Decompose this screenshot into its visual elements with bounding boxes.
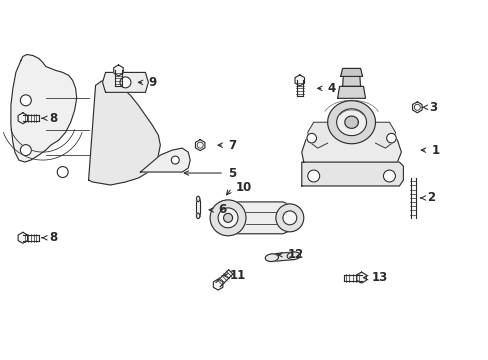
Polygon shape <box>412 102 421 113</box>
Circle shape <box>57 167 68 177</box>
Text: 4: 4 <box>327 82 335 95</box>
Circle shape <box>306 134 316 143</box>
Polygon shape <box>115 71 121 86</box>
Text: 9: 9 <box>148 76 156 89</box>
Ellipse shape <box>286 252 300 260</box>
Text: 8: 8 <box>49 112 57 125</box>
Polygon shape <box>216 270 232 287</box>
Polygon shape <box>196 199 200 216</box>
Polygon shape <box>301 162 403 186</box>
Circle shape <box>386 134 395 143</box>
Polygon shape <box>410 178 415 218</box>
Text: 1: 1 <box>430 144 439 157</box>
Polygon shape <box>114 65 123 76</box>
Circle shape <box>383 170 395 182</box>
Polygon shape <box>336 109 366 136</box>
Text: 6: 6 <box>218 203 226 216</box>
Text: 10: 10 <box>236 181 252 194</box>
Polygon shape <box>195 140 204 150</box>
Polygon shape <box>140 148 190 172</box>
Text: 12: 12 <box>287 248 304 261</box>
Polygon shape <box>375 122 395 148</box>
Text: 2: 2 <box>427 192 434 204</box>
Polygon shape <box>23 115 39 121</box>
Polygon shape <box>356 272 366 283</box>
Text: 3: 3 <box>428 101 436 114</box>
Polygon shape <box>296 80 302 96</box>
Ellipse shape <box>196 196 200 202</box>
Text: 8: 8 <box>49 231 57 244</box>
Text: 7: 7 <box>227 139 236 152</box>
Polygon shape <box>343 275 361 281</box>
Circle shape <box>171 156 179 164</box>
Ellipse shape <box>265 254 278 261</box>
Polygon shape <box>337 86 365 98</box>
Polygon shape <box>327 101 375 144</box>
Polygon shape <box>18 232 27 243</box>
Circle shape <box>275 204 303 232</box>
Polygon shape <box>271 252 293 261</box>
Text: 13: 13 <box>371 271 387 284</box>
Circle shape <box>120 77 131 88</box>
Circle shape <box>307 170 319 182</box>
Polygon shape <box>294 75 304 86</box>
Polygon shape <box>88 78 160 185</box>
Circle shape <box>20 145 31 156</box>
Polygon shape <box>307 122 327 148</box>
Text: 5: 5 <box>227 167 236 180</box>
Circle shape <box>210 200 245 236</box>
Circle shape <box>20 95 31 106</box>
Ellipse shape <box>196 213 200 219</box>
Polygon shape <box>301 122 401 162</box>
Circle shape <box>218 208 238 228</box>
Polygon shape <box>223 202 299 234</box>
Polygon shape <box>344 116 358 128</box>
Polygon shape <box>18 113 27 124</box>
Polygon shape <box>23 235 39 241</box>
Text: 11: 11 <box>229 269 246 282</box>
Circle shape <box>282 211 296 225</box>
Circle shape <box>223 213 232 222</box>
Polygon shape <box>342 72 360 86</box>
Polygon shape <box>213 279 223 290</box>
Polygon shape <box>340 68 362 76</box>
Polygon shape <box>11 54 77 162</box>
Polygon shape <box>102 72 148 92</box>
